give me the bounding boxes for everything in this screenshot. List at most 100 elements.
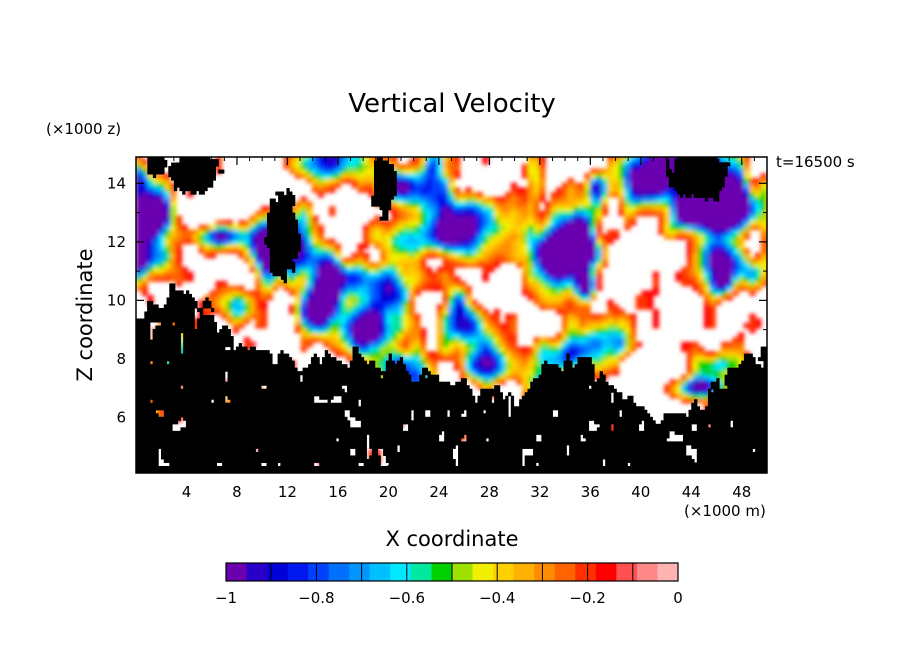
field-cell bbox=[340, 337, 347, 343]
field-cell bbox=[607, 318, 614, 324]
mask-cell bbox=[185, 427, 190, 432]
field-cell bbox=[164, 182, 171, 189]
field-cell bbox=[391, 295, 398, 301]
field-cell bbox=[226, 248, 234, 254]
mask-cell bbox=[141, 437, 145, 442]
mask-cell bbox=[183, 465, 187, 470]
field-cell bbox=[573, 351, 580, 357]
mask-cell bbox=[188, 364, 193, 369]
field-cell bbox=[726, 346, 733, 352]
field-cell bbox=[493, 346, 501, 352]
field-cell bbox=[226, 285, 234, 292]
field-cell bbox=[136, 224, 143, 231]
mask-cell bbox=[172, 430, 176, 435]
field-cell bbox=[448, 290, 455, 296]
field-cell bbox=[164, 276, 171, 282]
field-cell bbox=[380, 224, 387, 231]
field-cell bbox=[368, 295, 376, 301]
field-cell bbox=[726, 201, 733, 207]
field-cell bbox=[340, 332, 347, 338]
mask-cell bbox=[136, 451, 140, 456]
field-cell bbox=[488, 224, 495, 231]
field-cell bbox=[465, 257, 472, 263]
field-cell bbox=[397, 229, 404, 235]
field-cell bbox=[300, 257, 307, 263]
field-cell bbox=[613, 304, 620, 310]
mask-cell bbox=[144, 329, 148, 334]
mask-cell bbox=[197, 392, 201, 397]
field-cell bbox=[442, 355, 449, 362]
field-cell bbox=[408, 327, 415, 334]
field-cell bbox=[613, 182, 620, 189]
field-cell bbox=[141, 178, 148, 184]
field-cell bbox=[522, 285, 529, 292]
field-cell bbox=[681, 276, 688, 282]
field-cell bbox=[522, 206, 529, 212]
field-cell bbox=[726, 285, 733, 292]
field-cell bbox=[578, 327, 586, 334]
field-cell bbox=[448, 257, 455, 263]
field-cell bbox=[419, 271, 427, 277]
field-cell bbox=[459, 210, 466, 217]
field-cell bbox=[164, 224, 171, 231]
field-cell bbox=[351, 299, 359, 306]
field-cell bbox=[147, 224, 154, 231]
field-cell bbox=[760, 210, 767, 217]
field-cell bbox=[397, 196, 404, 203]
mask-cell bbox=[158, 402, 162, 407]
field-cell bbox=[652, 157, 660, 160]
field-cell bbox=[295, 327, 302, 334]
field-cell bbox=[391, 285, 398, 292]
mask-cell bbox=[174, 381, 179, 386]
field-cell bbox=[136, 281, 143, 287]
mask-cell bbox=[158, 381, 162, 386]
field-cell bbox=[471, 374, 478, 380]
field-cell bbox=[652, 276, 660, 282]
field-cell bbox=[317, 313, 325, 320]
field-cell bbox=[306, 168, 313, 174]
mask-cell bbox=[138, 413, 143, 418]
field-cell bbox=[289, 168, 296, 174]
field-cell bbox=[465, 285, 472, 292]
field-cell bbox=[431, 243, 438, 249]
field-cell bbox=[306, 290, 313, 296]
mask-cell bbox=[169, 371, 173, 376]
field-cell bbox=[692, 248, 699, 254]
field-cell bbox=[726, 248, 733, 254]
field-cell bbox=[357, 173, 364, 179]
field-cell bbox=[544, 206, 552, 212]
field-cell bbox=[221, 309, 228, 315]
field-cell bbox=[533, 248, 540, 254]
field-cell bbox=[471, 229, 478, 235]
field-cell bbox=[737, 164, 745, 170]
field-cell bbox=[408, 318, 415, 324]
field-cell bbox=[397, 224, 404, 231]
field-cell bbox=[317, 285, 325, 292]
field-cell bbox=[720, 276, 728, 282]
field-cell bbox=[544, 234, 552, 240]
mask-cell bbox=[169, 307, 173, 312]
field-cell bbox=[334, 271, 342, 277]
field-cell bbox=[295, 290, 302, 296]
mask-cell bbox=[180, 374, 184, 379]
field-cell bbox=[544, 243, 552, 249]
field-cell bbox=[226, 224, 234, 231]
field-cell bbox=[726, 168, 733, 174]
field-cell bbox=[720, 271, 728, 277]
mask-cell bbox=[177, 371, 181, 376]
mask-cell bbox=[160, 353, 165, 358]
field-cell bbox=[618, 201, 625, 207]
mask-cell bbox=[197, 423, 201, 428]
field-cell bbox=[209, 229, 217, 235]
field-cell bbox=[652, 271, 660, 277]
field-cell bbox=[459, 309, 466, 315]
field-cell bbox=[158, 178, 165, 184]
field-cell bbox=[720, 196, 728, 203]
field-cell bbox=[550, 210, 557, 217]
mask-cell bbox=[158, 339, 162, 344]
field-cell bbox=[312, 271, 319, 277]
field-cell bbox=[505, 252, 512, 259]
y-multiplier-label: (×1000 z) bbox=[46, 120, 121, 138]
field-cell bbox=[408, 201, 415, 207]
field-cell bbox=[397, 248, 404, 254]
